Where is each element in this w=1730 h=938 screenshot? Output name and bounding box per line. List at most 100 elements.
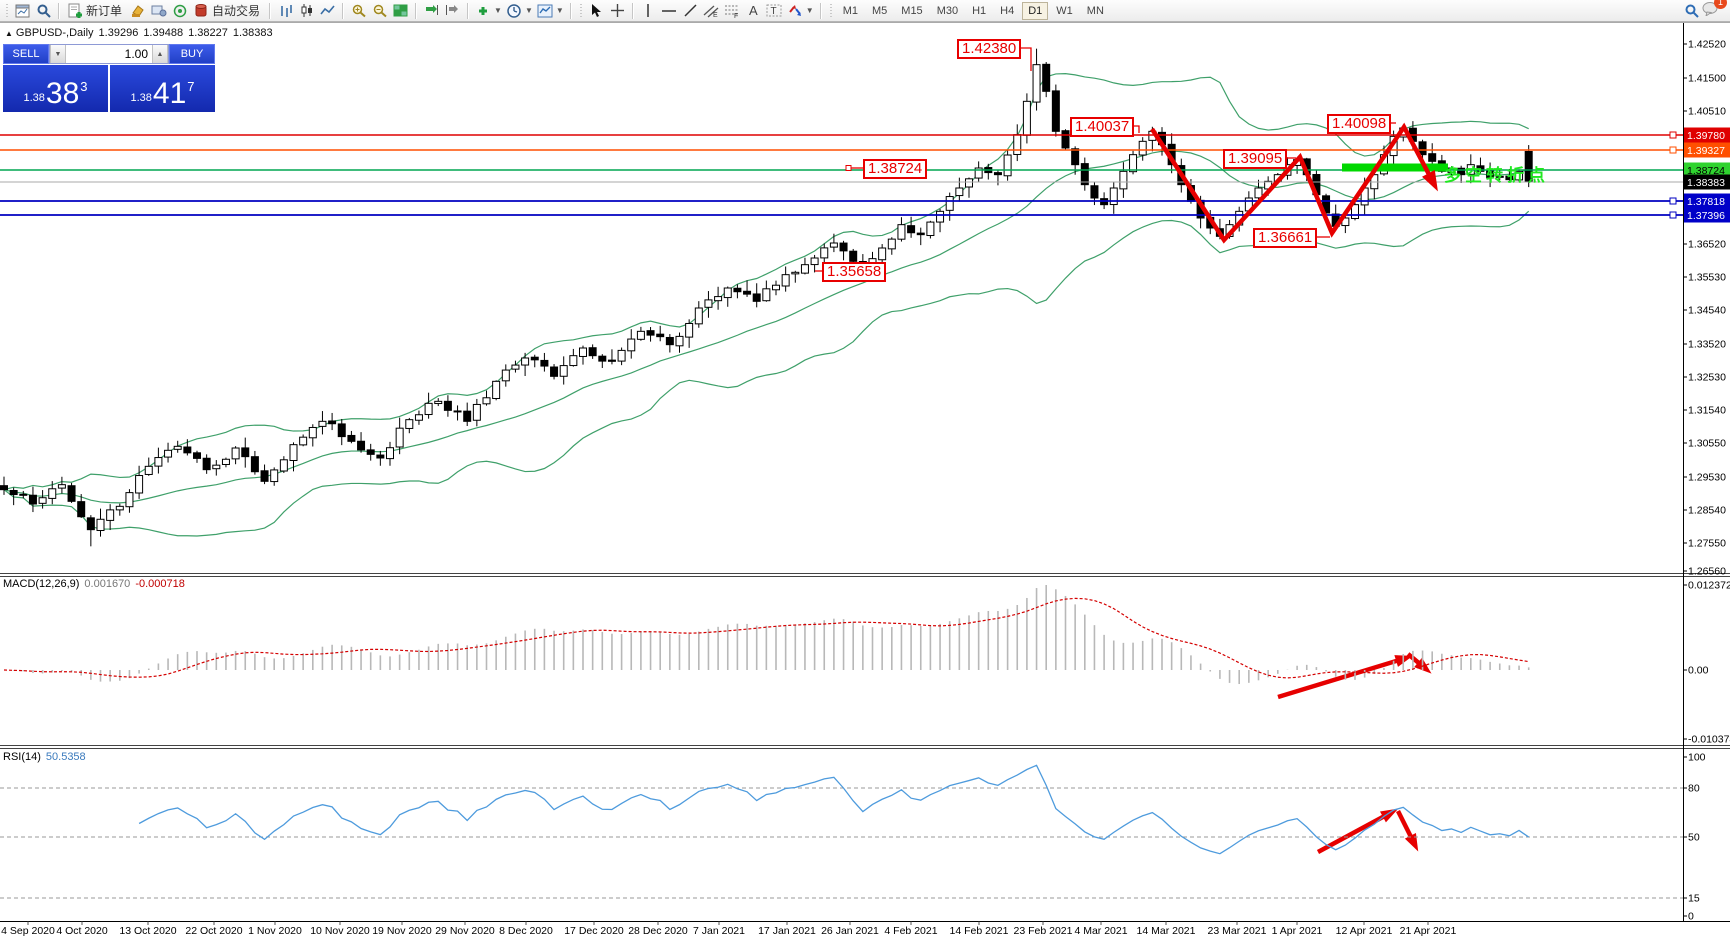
one-click-trading-panel: SELL ▼ 1.00 ▲ BUY 1.38 38 3 1.38 41 7 <box>3 44 215 112</box>
bull-bear-turning-point-note[interactable]: 多空转折点 <box>1444 166 1549 185</box>
market-watch-icon[interactable] <box>33 0 54 21</box>
macd-indicator-label: MACD(12,26,9) 0.001670 -0.000718 <box>3 578 190 590</box>
timeframe-H4[interactable]: H4 <box>1000 4 1015 17</box>
timeframe-W1[interactable]: W1 <box>1056 4 1073 17</box>
sell-price-display[interactable]: 1.38 38 3 <box>3 65 108 112</box>
auto-scroll-icon[interactable] <box>421 0 442 21</box>
svg-text:19 Nov 2020: 19 Nov 2020 <box>372 925 432 937</box>
tile-windows-icon[interactable] <box>390 0 411 21</box>
price-annotation[interactable]: 1.40037 <box>1070 117 1135 137</box>
styler-icon[interactable] <box>127 0 148 21</box>
toolbar-grip[interactable] <box>828 3 833 18</box>
svg-text:80: 80 <box>1688 783 1700 795</box>
zoom-in-icon[interactable] <box>348 0 369 21</box>
svg-text:0.012372: 0.012372 <box>1688 580 1730 592</box>
price-annotation[interactable]: 1.36661 <box>1253 228 1318 248</box>
signals-icon[interactable] <box>169 0 190 21</box>
new-order-label[interactable]: 新订单 <box>86 4 123 18</box>
price-axis: 1.42520 1.41500 1.40510 1.36520 1.35530 1.345… <box>1683 39 1730 578</box>
price-annotation[interactable]: 1.40098 <box>1327 114 1392 134</box>
text-icon[interactable]: A <box>743 0 764 21</box>
chart-window-icon[interactable] <box>12 0 33 21</box>
bar-chart-icon[interactable] <box>275 0 296 21</box>
templates-dropdown-caret[interactable]: ▼ <box>555 6 564 15</box>
svg-text:4 Oct 2020: 4 Oct 2020 <box>56 925 108 937</box>
text-label-icon[interactable]: T <box>764 0 785 21</box>
zoom-out-icon[interactable] <box>369 0 390 21</box>
svg-text:F: F <box>734 13 738 18</box>
buy-price-display[interactable]: 1.38 41 7 <box>110 65 215 112</box>
templates-icon[interactable] <box>535 0 556 21</box>
toolbar-grip[interactable] <box>5 3 9 18</box>
periods-dropdown-caret[interactable]: ▼ <box>524 6 533 15</box>
svg-text:13 Oct 2020: 13 Oct 2020 <box>119 925 176 937</box>
crosshair-icon[interactable] <box>607 0 628 21</box>
timeframe-MN[interactable]: MN <box>1086 4 1104 17</box>
chart-shift-icon[interactable] <box>442 0 463 21</box>
symbol-arrow-icon: ▲ <box>5 29 13 38</box>
vertical-line-icon[interactable] <box>638 0 659 21</box>
macd-pane <box>3 585 1530 685</box>
svg-text:1.32530: 1.32530 <box>1688 372 1726 384</box>
svg-text:1.33520: 1.33520 <box>1688 339 1726 351</box>
fibonacci-icon[interactable]: F <box>722 0 743 21</box>
toolbar-separator <box>819 2 822 19</box>
trendline-icon[interactable] <box>680 0 701 21</box>
buy-price-sup: 7 <box>187 79 195 94</box>
buy-price-big: 41 <box>152 77 187 110</box>
periods-clock-icon[interactable] <box>504 0 525 21</box>
indicators-icon[interactable] <box>473 0 494 21</box>
svg-text:0: 0 <box>1688 911 1694 923</box>
arrows-dropdown-caret[interactable]: ▼ <box>805 6 814 15</box>
timeframe-D1[interactable]: D1 <box>1022 1 1049 20</box>
candlestick-chart-icon[interactable] <box>296 0 317 21</box>
chart-symbol: GBPUSD-,Daily <box>15 27 94 39</box>
svg-text:1.39780: 1.39780 <box>1687 130 1725 142</box>
price-annotation[interactable]: 1.38724 <box>863 159 928 179</box>
toolbar-separator <box>631 2 634 19</box>
svg-text:1.29530: 1.29530 <box>1688 472 1726 484</box>
buy-button[interactable]: BUY <box>169 44 215 64</box>
svg-text:1.30550: 1.30550 <box>1688 438 1726 450</box>
toolbar-grip[interactable] <box>578 3 583 18</box>
volume-decrease-button[interactable]: ▼ <box>50 45 66 63</box>
timeframe-M30[interactable]: M30 <box>936 4 959 17</box>
sell-price-sup: 3 <box>80 79 88 94</box>
svg-text:12 Apr 2021: 12 Apr 2021 <box>1336 925 1393 937</box>
macd-histogram <box>12 585 1530 685</box>
volume-value[interactable]: 1.00 <box>124 47 148 61</box>
horizontal-line-icon[interactable] <box>659 0 680 21</box>
svg-text:1.41500: 1.41500 <box>1688 73 1726 85</box>
timeframe-H1[interactable]: H1 <box>972 4 987 17</box>
svg-text:28 Dec 2020: 28 Dec 2020 <box>628 925 688 937</box>
volume-increase-button[interactable]: ▲ <box>152 45 168 63</box>
new-order-icon[interactable] <box>64 0 85 21</box>
macd-signal-value: -0.000718 <box>135 578 185 590</box>
price-annotation[interactable]: 1.35658 <box>822 262 887 282</box>
timeframe-M15[interactable]: M15 <box>901 4 923 17</box>
toolbar-separator <box>269 2 272 19</box>
search-icon[interactable] <box>1681 0 1702 21</box>
svg-text:14 Mar 2021: 14 Mar 2021 <box>1137 925 1196 937</box>
indicators-dropdown-caret[interactable]: ▼ <box>494 6 502 15</box>
cursor-icon[interactable] <box>586 0 607 21</box>
autotrade-icon[interactable] <box>190 0 211 21</box>
equidistant-channel-icon[interactable]: E <box>701 0 722 21</box>
toolbar-separator <box>58 2 60 19</box>
volume-box: ▼ 1.00 ▲ <box>49 44 169 64</box>
timeframe-M5[interactable]: M5 <box>872 4 888 17</box>
notifications-button[interactable]: 1 <box>1702 0 1727 21</box>
svg-text:29 Nov 2020: 29 Nov 2020 <box>435 925 495 937</box>
price-annotation[interactable]: 1.42380 <box>957 39 1022 59</box>
terminal-icon[interactable] <box>148 0 169 21</box>
svg-text:50: 50 <box>1688 832 1700 844</box>
line-chart-icon[interactable] <box>317 0 338 21</box>
autotrade-label[interactable]: 自动交易 <box>212 4 261 18</box>
toolbar-separator <box>342 2 345 19</box>
price-annotation[interactable]: 1.39095 <box>1223 149 1288 169</box>
sell-button[interactable]: SELL <box>3 44 49 64</box>
svg-text:15: 15 <box>1688 893 1700 905</box>
arrows-tool-icon[interactable] <box>785 0 806 21</box>
timeframe-M1[interactable]: M1 <box>842 4 858 17</box>
